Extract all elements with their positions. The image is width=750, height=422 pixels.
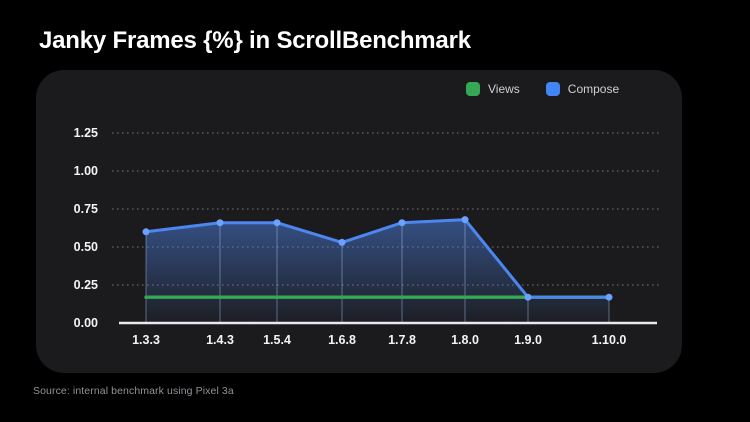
data-point-dot <box>142 228 150 236</box>
compose-line <box>144 218 611 299</box>
legend-item-views: Views <box>466 82 520 96</box>
data-point-dot <box>461 216 469 224</box>
chart-legend: Views Compose <box>466 82 619 96</box>
legend-label: Views <box>488 82 520 96</box>
compose-area-fill <box>146 219 609 323</box>
data-point-dot <box>398 219 406 227</box>
data-point-dot <box>605 293 613 301</box>
chart-card: Views Compose 0.00 0.25 0.50 0.75 1.00 1.25 1.… <box>36 70 682 373</box>
views-swatch-icon <box>466 82 480 96</box>
source-note: Source: internal benchmark using Pixel 3… <box>33 385 234 397</box>
compose-swatch-icon <box>545 82 560 96</box>
page-title: Janky Frames {%} in ScrollBenchmark <box>39 27 471 54</box>
data-point-dot <box>216 219 224 227</box>
legend-label: Compose <box>567 82 620 96</box>
data-point-dot <box>273 219 281 227</box>
legend-item-compose: Compose <box>545 82 620 96</box>
data-point-dot <box>524 293 532 301</box>
line-chart <box>112 132 660 325</box>
data-point-dot <box>338 238 346 246</box>
